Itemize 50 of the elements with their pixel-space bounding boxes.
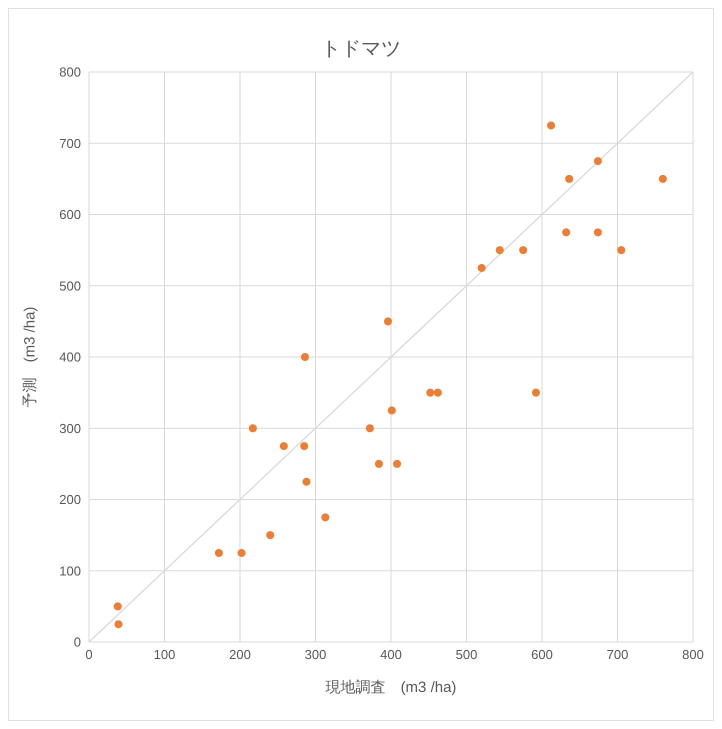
point (426, 388, 434, 397)
point (393, 460, 402, 468)
point (238, 548, 246, 557)
y-tick-label: 500 (59, 278, 81, 294)
point (388, 406, 396, 414)
y-tick-label: 0 (74, 634, 81, 650)
x-tick-label: 300 (304, 647, 326, 662)
x-tick-label: 100 (154, 647, 176, 662)
point (562, 228, 570, 236)
point (248, 424, 257, 432)
point (300, 353, 309, 361)
x-tick-label: 0 (85, 647, 93, 662)
point (532, 388, 540, 397)
x-tick-label: 800 (682, 647, 704, 662)
point (384, 317, 392, 326)
point (478, 264, 486, 272)
point (321, 513, 330, 522)
y-tick-label: 200 (59, 492, 81, 508)
point (658, 174, 667, 183)
point (565, 174, 574, 183)
point (266, 531, 274, 540)
point (214, 548, 223, 557)
point (300, 442, 308, 450)
chart-title: トドマツ (320, 37, 402, 62)
y-tick-label: 800 (59, 64, 81, 80)
x-tick-label: 500 (456, 647, 478, 662)
y-tick-label: 600 (59, 207, 81, 222)
point (434, 388, 442, 397)
point (302, 478, 310, 486)
x-tick-label: 600 (531, 647, 553, 662)
y-tick-label: 700 (59, 136, 81, 151)
y-axis-title: 予測 (m3 /ha) (21, 306, 38, 408)
point (594, 228, 602, 236)
point (114, 602, 122, 610)
point (366, 424, 374, 432)
point (496, 246, 504, 254)
point (617, 246, 626, 254)
point (547, 121, 556, 130)
y-tick-label: 100 (59, 563, 81, 578)
x-tick-label: 400 (380, 647, 402, 662)
point (519, 246, 528, 254)
point (374, 460, 383, 468)
point (594, 157, 602, 166)
y-tick-label: 400 (59, 350, 81, 365)
point (114, 620, 122, 628)
x-axis-title: 現地調査 (m3 /ha) (326, 679, 456, 696)
x-tick-label: 200 (229, 647, 251, 662)
point (280, 442, 288, 450)
y-tick-label: 300 (59, 420, 81, 436)
x-tick-label: 700 (606, 647, 628, 662)
